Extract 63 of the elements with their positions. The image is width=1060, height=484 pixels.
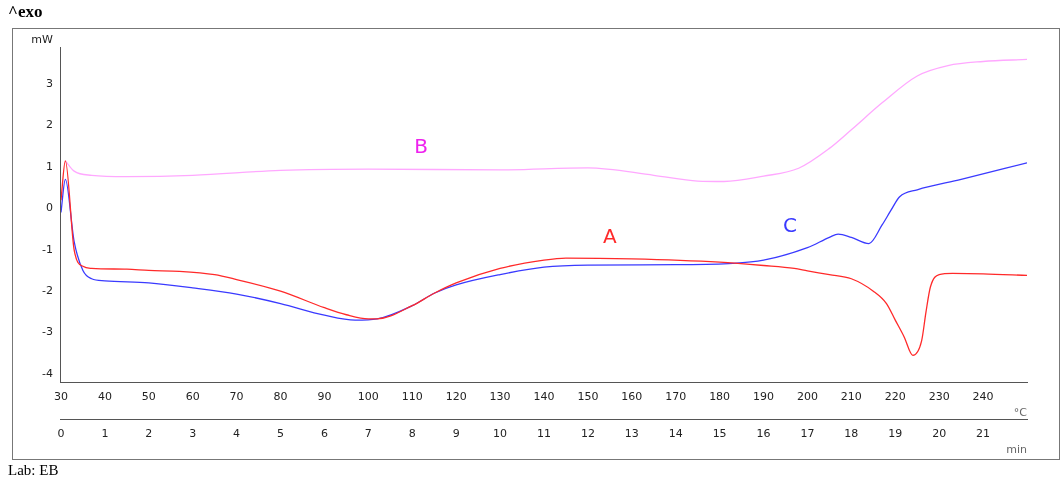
x2-tick-label: 20 bbox=[932, 427, 947, 441]
y-tick-label: -2 bbox=[42, 284, 53, 298]
y-tick-label: -4 bbox=[42, 366, 53, 380]
x-tick-label: 40 bbox=[97, 389, 112, 403]
x-tick-label: 50 bbox=[141, 389, 156, 403]
x-tick-label: 150 bbox=[577, 389, 599, 403]
line-series bbox=[64, 58, 1027, 183]
x2-tick-label: 11 bbox=[536, 427, 551, 441]
x2-axis-title: min bbox=[1006, 443, 1028, 457]
y-tick-label: 3 bbox=[45, 77, 53, 91]
y-tick-label: -3 bbox=[42, 325, 53, 339]
x2-tick-label: 17 bbox=[800, 427, 815, 441]
text: ^exo bbox=[8, 2, 43, 22]
x-tick-label: 200 bbox=[796, 389, 818, 403]
x-tick-label: 30 bbox=[53, 389, 68, 403]
x-tick-label: 170 bbox=[665, 389, 687, 403]
x2-tick-label: 21 bbox=[976, 427, 991, 441]
x2-tick-label: 8 bbox=[408, 427, 416, 441]
x-tick-label: 230 bbox=[928, 389, 950, 403]
x-tick-label: 100 bbox=[357, 389, 379, 403]
x2-tick-label: 7 bbox=[364, 427, 372, 441]
line-series bbox=[60, 160, 1027, 356]
x2-tick-label: 0 bbox=[57, 427, 65, 441]
y-tick-label: 2 bbox=[45, 118, 53, 132]
x-tick-label: 210 bbox=[840, 389, 862, 403]
x-tick-label: 240 bbox=[972, 389, 994, 403]
x2-tick-label: 14 bbox=[668, 427, 683, 441]
y-tick-label: -1 bbox=[42, 242, 53, 256]
x-tick-label: 190 bbox=[753, 389, 775, 403]
x2-tick-label: 10 bbox=[493, 427, 508, 441]
x2-tick-label: 1 bbox=[101, 427, 109, 441]
x2-tick-label: 12 bbox=[580, 427, 595, 441]
text: Lab: EB bbox=[8, 462, 59, 479]
x2-tick-label: 18 bbox=[844, 427, 859, 441]
x2-tick-label: 2 bbox=[145, 427, 153, 441]
x-tick-label: 180 bbox=[709, 389, 731, 403]
x2-tick-label: 16 bbox=[756, 427, 771, 441]
x-tick-label: 80 bbox=[273, 389, 288, 403]
x-tick-label: 130 bbox=[489, 389, 511, 403]
x2-tick-label: 4 bbox=[233, 427, 241, 441]
x-tick-label: 220 bbox=[884, 389, 906, 403]
x-tick-label: 110 bbox=[401, 389, 423, 403]
line-series bbox=[60, 162, 1027, 321]
series-label: A bbox=[603, 223, 618, 248]
x-axis-title: °C bbox=[1013, 405, 1028, 419]
x-tick-label: 90 bbox=[317, 389, 332, 403]
series-label: C bbox=[782, 212, 797, 237]
x2-tick-label: 15 bbox=[712, 427, 727, 441]
x-tick-label: 120 bbox=[445, 389, 467, 403]
x2-tick-label: 19 bbox=[888, 427, 903, 441]
x2-tick-label: 13 bbox=[624, 427, 639, 441]
y-tick-label: 1 bbox=[45, 159, 53, 173]
x2-tick-label: 3 bbox=[189, 427, 197, 441]
y-tick-label: 0 bbox=[45, 201, 53, 215]
x-tick-label: 70 bbox=[229, 389, 244, 403]
x2-tick-label: 9 bbox=[452, 427, 460, 441]
x-tick-label: 60 bbox=[185, 389, 200, 403]
series-label: B bbox=[414, 134, 428, 159]
y-axis-title: mW bbox=[31, 33, 54, 46]
x-tick-label: 160 bbox=[621, 389, 643, 403]
x-tick-label: 140 bbox=[533, 389, 555, 403]
x2-tick-label: 6 bbox=[320, 427, 328, 441]
x2-tick-label: 5 bbox=[277, 427, 285, 441]
